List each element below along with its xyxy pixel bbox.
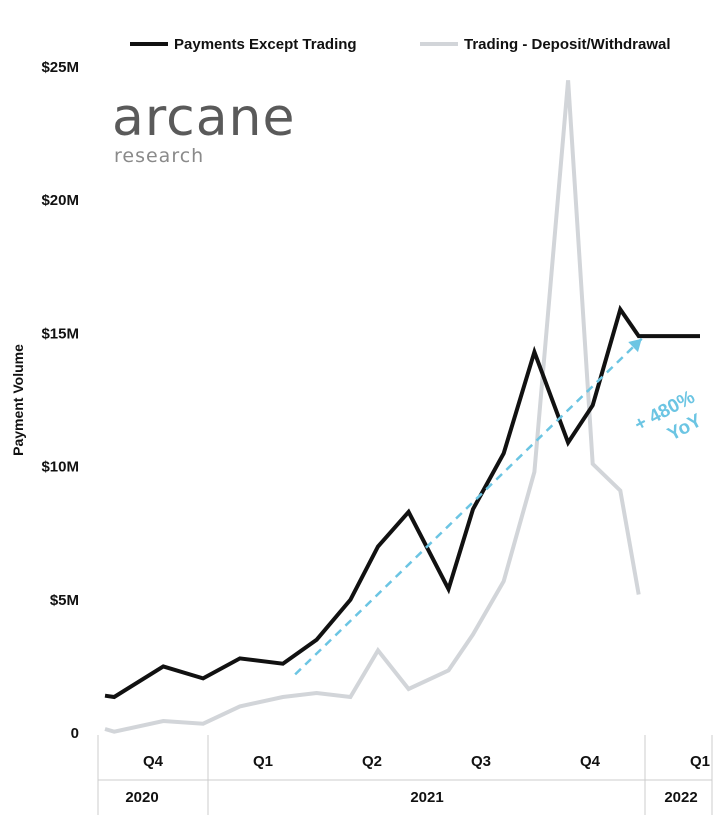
x-year-label: 2022	[664, 789, 697, 806]
logo-tagline: research	[114, 145, 204, 167]
trend-arrow-head	[628, 338, 642, 353]
x-year-label: 2020	[125, 789, 158, 806]
x-year-label: 2021	[410, 789, 443, 806]
x-quarter-label: Q1	[690, 753, 710, 770]
legend-label-payments: Payments Except Trading	[174, 36, 357, 53]
y-tick-label: $5M	[50, 592, 79, 609]
y-tick-label: $20M	[41, 192, 79, 209]
arcane-research-logo: arcane research	[112, 88, 296, 167]
x-quarter-label: Q1	[253, 753, 273, 770]
series-lines	[104, 80, 700, 734]
series-line-payments	[104, 304, 700, 700]
growth-annotation: + 480%YoY	[294, 337, 706, 676]
legend-label-trading: Trading - Deposit/Withdrawal	[464, 36, 671, 53]
x-quarter-label: Q2	[362, 753, 382, 770]
y-axis-title: Payment Volume	[10, 344, 26, 456]
series-line-trading	[104, 80, 641, 734]
x-axis: Q4 Q1 Q2 Q3 Q4 Q1 2020 2021 2022	[97, 735, 713, 815]
x-quarter-label: Q4	[580, 753, 601, 770]
growth-label: + 480%YoY	[631, 387, 706, 446]
logo-name: arcane	[112, 88, 296, 148]
y-tick-label: $15M	[41, 325, 79, 342]
trend-arrow-line	[294, 337, 643, 676]
y-tick-label: $25M	[41, 59, 79, 76]
legend: Payments Except Trading Trading - Deposi…	[130, 36, 671, 53]
y-axis-ticks: 0 $5M $10M $15M $20M $25M	[41, 59, 79, 742]
y-tick-label: 0	[71, 725, 79, 742]
x-quarter-label: Q3	[471, 753, 491, 770]
x-quarter-label: Q4	[143, 753, 164, 770]
y-tick-label: $10M	[41, 459, 79, 476]
